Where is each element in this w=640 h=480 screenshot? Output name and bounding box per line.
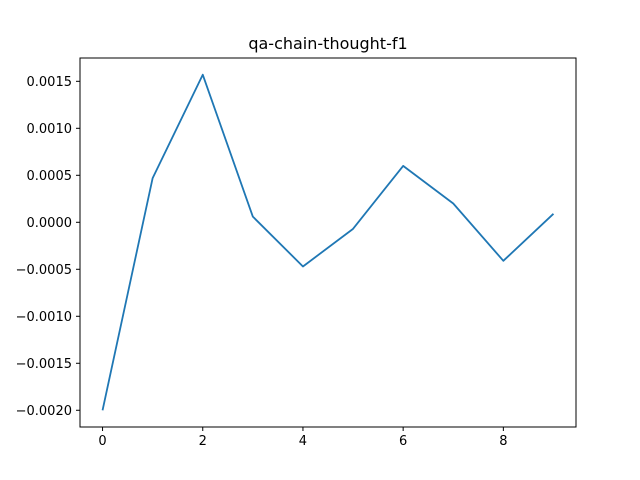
y-tick-label: −0.0005 (16, 263, 72, 278)
x-tick-label: 0 (98, 434, 106, 449)
y-tick-label: 0.0015 (27, 75, 73, 90)
x-tick-label: 2 (199, 434, 207, 449)
x-tick-label: 4 (299, 434, 307, 449)
y-tick-label: 0.0000 (27, 216, 73, 231)
y-tick-label: 0.0005 (27, 169, 73, 184)
y-tick-label: 0.0010 (27, 122, 73, 137)
y-axis: −0.0020 −0.0015 −0.0010 −0.0005 0.0000 0.0005… (16, 75, 80, 419)
chart-title: qa-chain-thought-f1 (248, 34, 407, 53)
x-tick-label: 6 (399, 434, 407, 449)
series-layer (101, 73, 555, 411)
x-tick-label: 8 (499, 434, 507, 449)
plot-frame (79, 57, 577, 428)
plot-area (80, 58, 576, 427)
x-axis: 0 2 4 6 8 (98, 427, 507, 449)
series-line (101, 73, 555, 411)
y-tick-label: −0.0020 (16, 404, 72, 419)
y-tick-label: −0.0010 (16, 310, 72, 325)
y-tick-label: −0.0015 (16, 357, 72, 372)
